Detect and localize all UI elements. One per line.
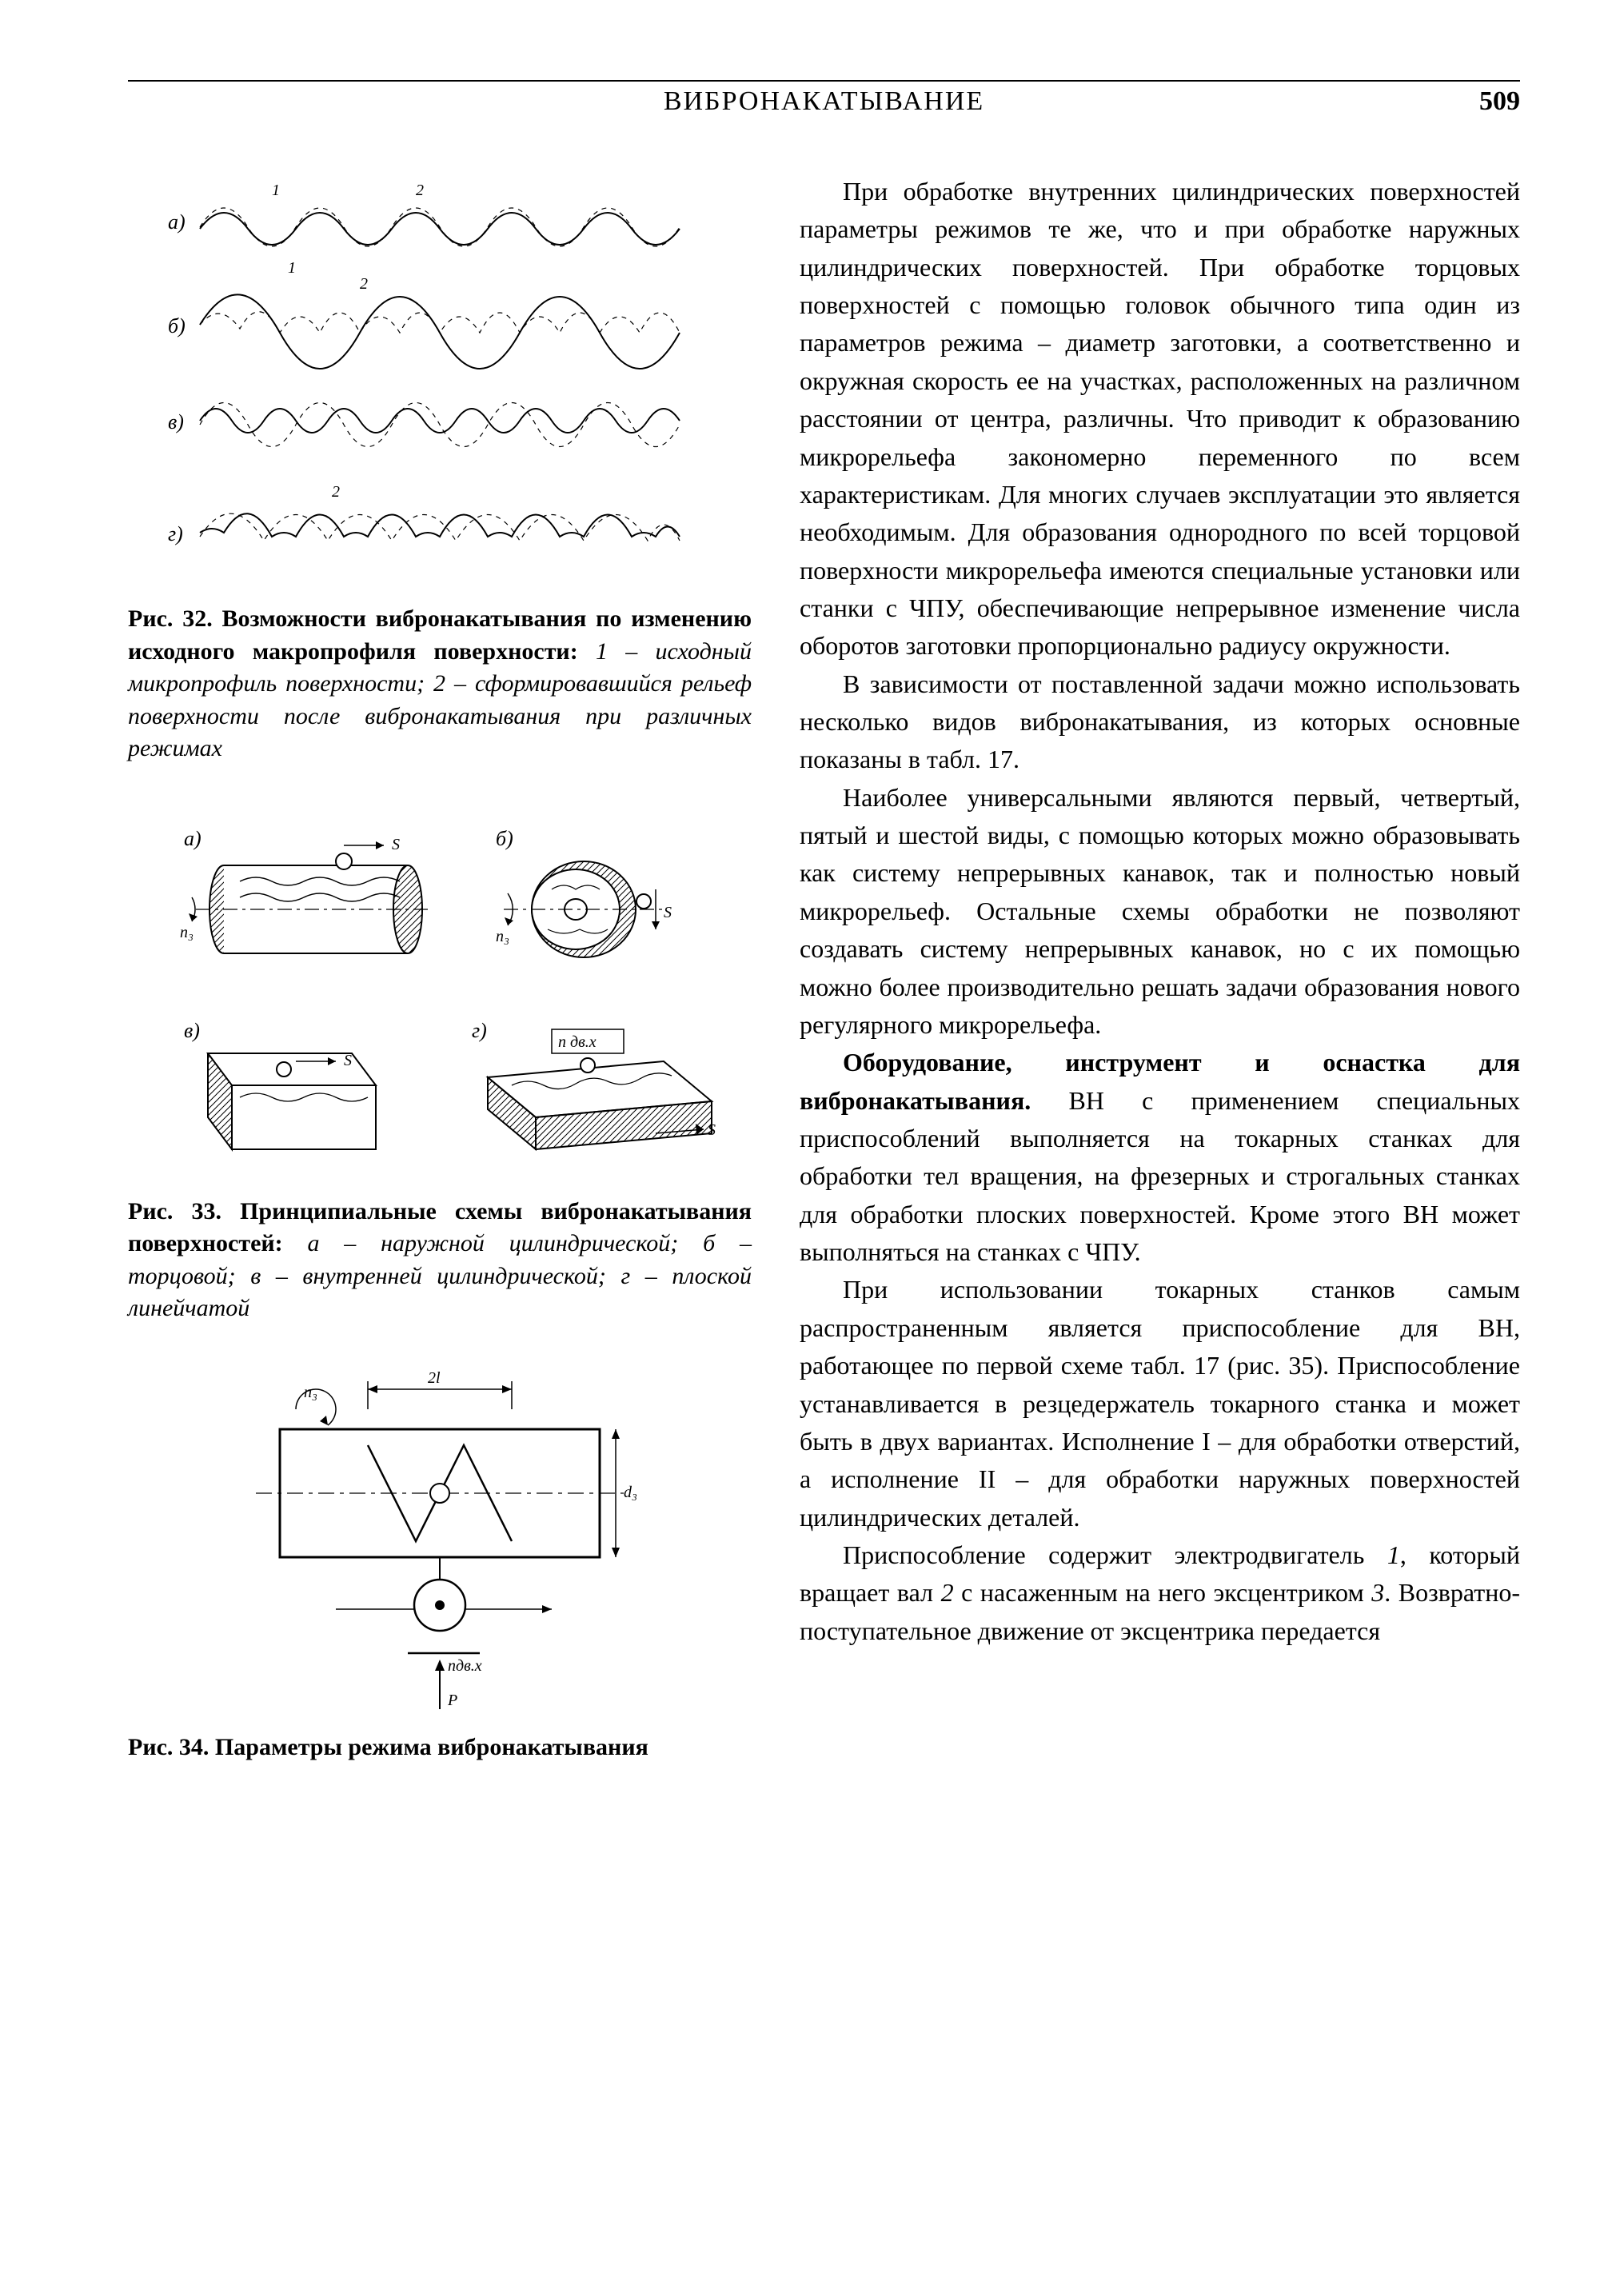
p6-i1: 1 (1387, 1540, 1400, 1569)
fig33-s-b: S (664, 904, 672, 921)
right-column: При обработке внутренних цилиндрических … (800, 173, 1520, 1796)
figure-34-svg: 2l n₃ d₃ (208, 1365, 672, 1717)
fig32-label-a: а) (168, 210, 186, 234)
fig32-curve2-label-a: 2 (416, 182, 424, 199)
figure-32: а) 1 2 б) 1 2 в) г) (128, 173, 752, 765)
fig34-2l: 2l (428, 1369, 441, 1387)
page: ВИБРОНАКАТЫВАНИЕ 509 а) 1 2 б) 1 (0, 0, 1624, 2281)
fig33-n3-b: n₃ (496, 928, 509, 945)
fig32-label-v: в) (168, 410, 184, 433)
page-header: ВИБРОНАКАТЫВАНИЕ 509 (128, 80, 1520, 117)
fig33-label-b: б) (496, 827, 513, 850)
figure-32-caption: Рис. 32. Возможности вибронакатывания по… (128, 603, 752, 765)
fig34-nmax: nдв.х (448, 1657, 482, 1675)
p6-i3: 3 (1371, 1578, 1384, 1607)
paragraph-1: При обработке внутренних цилиндрических … (800, 173, 1520, 665)
figure-32-svg: а) 1 2 б) 1 2 в) г) (152, 173, 728, 589)
paragraph-6: Приспособление содержит электродвигатель… (800, 1536, 1520, 1650)
p6-i2: 2 (941, 1578, 954, 1607)
paragraph-4: Оборудование, инструмент и оснастка для … (800, 1044, 1520, 1271)
fig33-label-v: в) (184, 1019, 200, 1042)
fig32-label-g: г) (168, 522, 183, 545)
left-column: а) 1 2 б) 1 2 в) г) (128, 173, 752, 1796)
section-title: ВИБРОНАКАТЫВАНИЕ (224, 86, 1424, 117)
p6-c: с насаженным на него эксцентриком (954, 1578, 1372, 1607)
paragraph-3: Наиболее универсальными являются первый,… (800, 779, 1520, 1045)
two-column-layout: а) 1 2 б) 1 2 в) г) (128, 173, 1520, 1796)
fig32-curve1-label-b: 1 (288, 259, 296, 277)
fig33-s-v: S (344, 1052, 352, 1069)
fig33-ndvh: n дв.х (558, 1033, 597, 1051)
fig34-d3: d₃ (624, 1484, 637, 1501)
paragraph-5: При использовании токарных станков самым… (800, 1271, 1520, 1536)
page-number: 509 (1424, 86, 1520, 117)
figure-34: 2l n₃ d₃ (128, 1365, 752, 1764)
fig33-n3-a: n₃ (180, 924, 194, 941)
figure-33-svg: а) n₃ (152, 813, 728, 1181)
figure-33-caption: Рис. 33. Принципиальные схемы вибронакат… (128, 1196, 752, 1325)
p6-a: Приспособление содержит электродвигатель (843, 1540, 1387, 1569)
fig32-curve2-label-b: 2 (360, 275, 368, 293)
fig32-curve1-label-a: 1 (272, 182, 280, 199)
figure-34-caption: Рис. 34. Параметры режима вибронакатыван… (128, 1732, 752, 1764)
fig33-s-a: S (392, 836, 400, 853)
fig32-label-b: б) (168, 314, 186, 338)
fig34-caption-bold: Рис. 34. Параметры режима вибронакатыван… (128, 1734, 648, 1760)
fig34-P: P (447, 1692, 457, 1709)
fig33-s-g: S (708, 1121, 716, 1139)
fig32-curve2-label-g: 2 (332, 483, 340, 501)
fig33-label-a: а) (184, 827, 202, 850)
paragraph-2: В зависимости от поставленной задачи мож… (800, 665, 1520, 779)
figure-33: а) n₃ (128, 813, 752, 1325)
fig33-label-g: г) (472, 1019, 487, 1042)
